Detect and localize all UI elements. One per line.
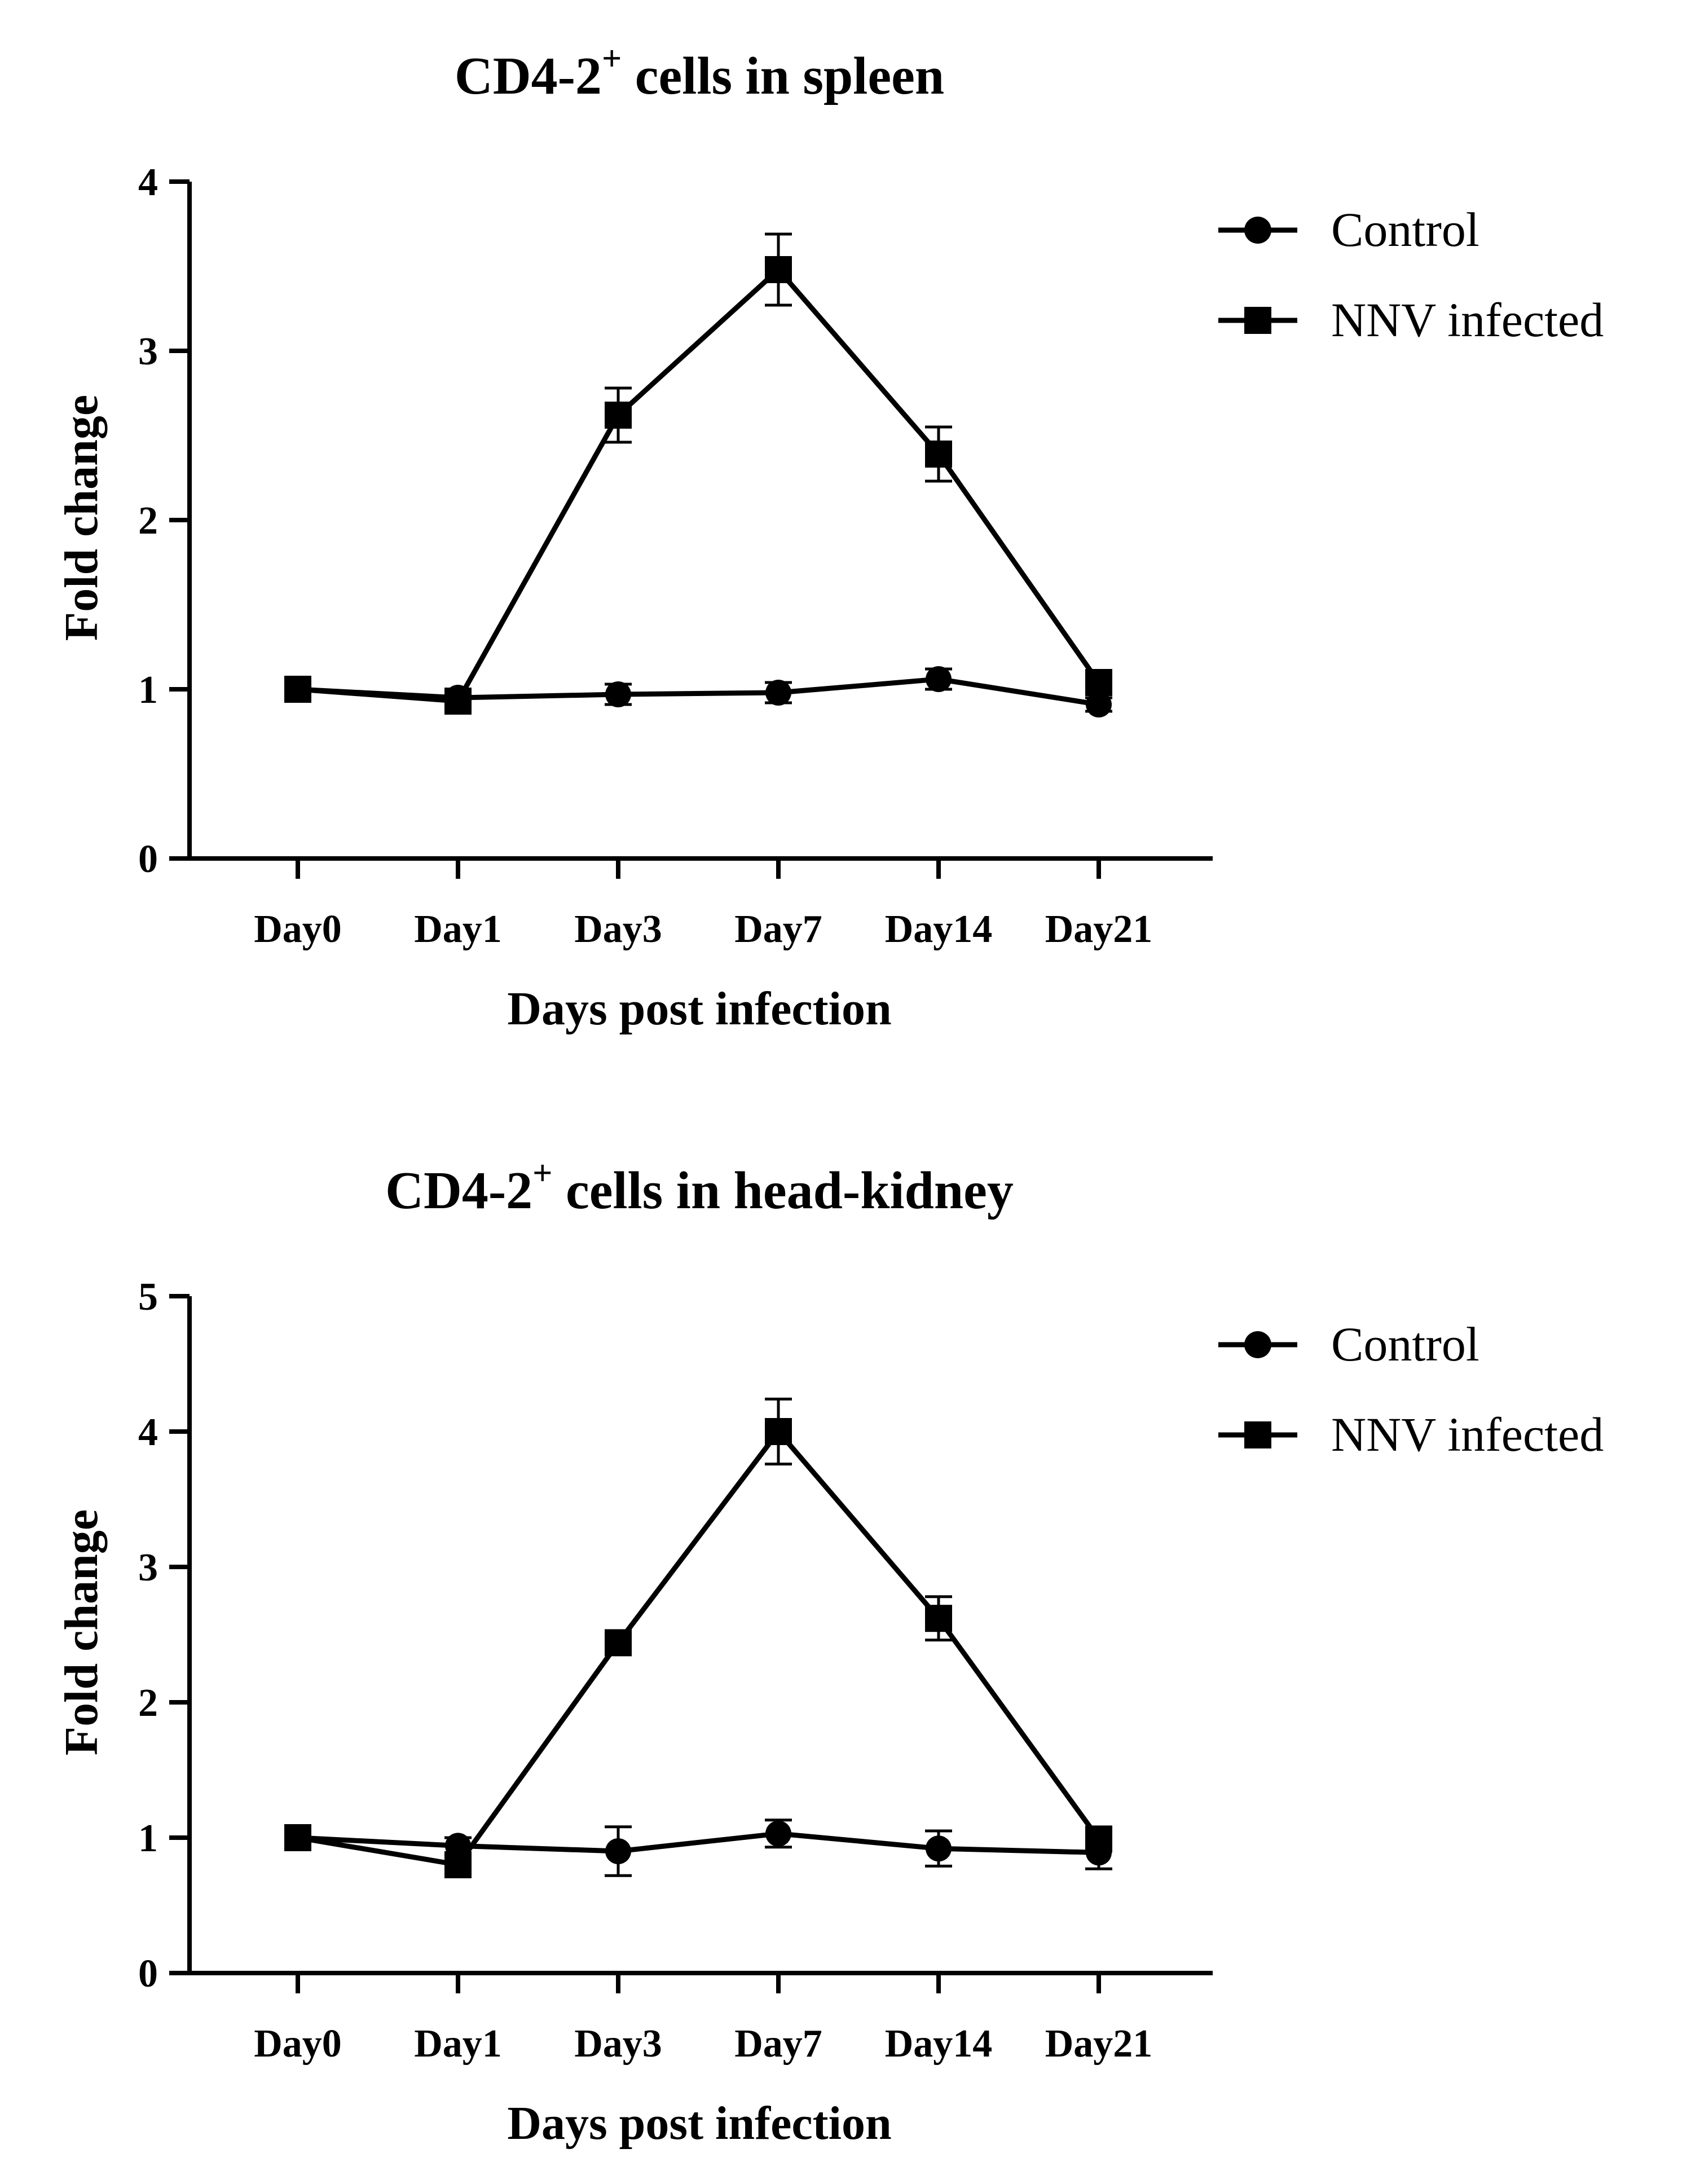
x-tick-label: Day14 [885,2022,993,2066]
data-point-nnv-infected [444,688,472,715]
legend-label-nnv-infected: NNV infected [1331,1407,1604,1461]
legend: Control NNV infected [1218,1317,1604,1461]
square-marker-icon [1244,307,1271,334]
x-tick-label: Day7 [734,908,822,951]
data-point-control [765,1820,791,1847]
legend-item-control: Control [1218,1317,1479,1371]
y-tick-label: 1 [138,668,158,712]
data-point-nnv-infected [1085,669,1112,696]
x-axis-label: Days post infection [507,2097,891,2150]
data-point-control [926,1835,952,1862]
data-point-nnv-infected [925,1605,952,1632]
title-rest: cells in spleen [622,47,944,105]
title-main: CD4-2 [455,47,602,105]
data-point-nnv-infected [925,441,952,468]
y-tick-label: 0 [138,1952,158,1996]
circle-marker-icon [1244,1331,1271,1358]
x-tick-label: Day3 [574,2022,662,2066]
data-point-nnv-infected [605,402,632,429]
series-control [284,666,1112,717]
x-tick-label: Day7 [734,2022,822,2066]
series-line-control [297,1831,1099,1855]
y-tick-label: 0 [138,838,158,881]
series-group [284,232,1112,717]
x-axis-label: Days post infection [507,983,891,1035]
x-tick-label: Day0 [254,2022,342,2066]
title-superscript: + [602,39,622,78]
x-tick-label: Day1 [414,908,502,951]
data-point-control [1086,692,1112,717]
data-point-nnv-infected [605,1629,632,1657]
axes [169,1294,1213,1993]
data-point-control [926,666,952,692]
x-tick-label: Day21 [1045,2022,1153,2066]
title-rest: cells in head-kidney [553,1161,1014,1220]
y-tick-label: 3 [138,1546,158,1589]
y-tick-labels: 0 1 2 3 4 5 [138,1275,158,1996]
series-control [284,1818,1112,1877]
legend-item-nnv-infected: NNV infected [1218,1407,1604,1461]
series-line-nnv-infected [297,267,1101,704]
title-main: CD4-2 [385,1161,532,1220]
data-point-nnv-infected [1085,1825,1112,1853]
series-group [284,1397,1112,1878]
x-tick-labels: Day0 Day1 Day3 Day7 Day14 Day21 [254,908,1152,951]
data-point-nnv-infected [444,1851,472,1878]
data-point-control [765,680,791,706]
x-tick-label: Day14 [885,908,993,951]
legend-item-control: Control [1218,202,1479,257]
legend-label-control: Control [1331,202,1479,257]
y-tick-label: 5 [138,1275,158,1319]
title-superscript: + [532,1154,552,1192]
data-point-control [605,1838,631,1864]
circle-marker-icon [1244,217,1271,244]
x-tick-labels: Day0 Day1 Day3 Day7 Day14 Day21 [254,2022,1152,2066]
y-tick-label: 4 [138,161,158,204]
chart-title: CD4-2+ cells in head-kidney [385,1154,1014,1220]
y-tick-label: 1 [138,1817,158,1860]
legend-label-control: Control [1331,1317,1479,1371]
y-tick-label: 2 [138,1681,158,1725]
x-tick-label: Day21 [1045,908,1153,951]
y-axis-label: Fold change [55,395,108,641]
legend-item-nnv-infected: NNV infected [1218,293,1604,347]
series-nnv-infected [284,1397,1112,1878]
data-point-nnv-infected [765,256,792,283]
series-nnv-infected [284,232,1112,715]
data-point-nnv-infected [765,1418,792,1445]
chart-head-kidney: CD4-2+ cells in head-kidney Fold change … [55,1154,1604,2150]
square-marker-icon [1244,1421,1271,1448]
data-point-nnv-infected [284,1824,311,1851]
y-tick-labels: 0 1 2 3 4 [138,161,158,881]
legend-label-nnv-infected: NNV infected [1331,293,1604,347]
data-point-control [605,681,631,707]
series-line-nnv-infected [297,1429,1101,1868]
x-tick-label: Day1 [414,2022,502,2066]
x-tick-label: Day3 [574,908,662,951]
data-point-nnv-infected [284,676,311,703]
legend: Control NNV infected [1218,202,1604,347]
y-tick-label: 4 [138,1411,158,1454]
chart-title: CD4-2+ cells in spleen [455,39,944,105]
y-tick-label: 3 [138,330,158,373]
y-tick-label: 2 [138,499,158,543]
series-line-control [297,676,1099,707]
axes [169,179,1213,879]
y-axis-label: Fold change [55,1509,108,1755]
x-tick-label: Day0 [254,908,342,951]
chart-spleen: CD4-2+ cells in spleen Fold change Days … [55,39,1604,1035]
